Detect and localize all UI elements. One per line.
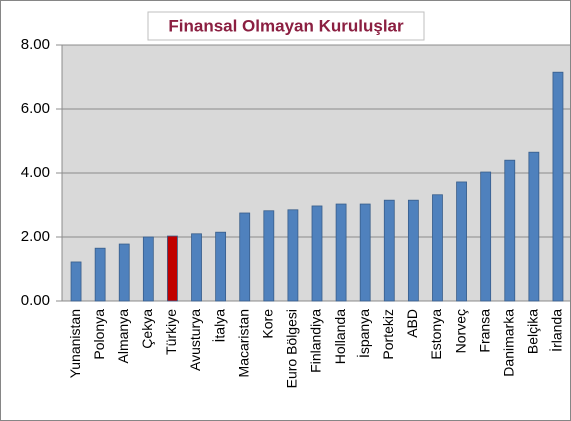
bar — [480, 171, 492, 302]
x-tick-label: İspanya — [355, 309, 372, 358]
x-tick-label: Euro Bölgesi — [284, 309, 300, 388]
x-tick-label: Almanya — [115, 309, 131, 364]
bar — [528, 151, 540, 302]
bar — [263, 210, 275, 302]
x-tick-label: Belçika — [525, 309, 541, 354]
bar — [167, 235, 178, 302]
bar — [359, 203, 371, 302]
x-tick-label: ABD — [404, 309, 420, 338]
bar — [456, 181, 467, 302]
bar — [215, 231, 227, 302]
x-tick-label: Polonya — [91, 309, 107, 360]
bar — [552, 71, 564, 302]
y-tick-label: 6.00 — [21, 100, 50, 117]
bar — [191, 233, 202, 302]
x-tick-label: Portekiz — [380, 309, 396, 360]
x-tick-label: Estonya — [428, 309, 444, 360]
bar — [407, 199, 419, 302]
x-tick-label: Hollanda — [332, 309, 348, 364]
x-tick-label: Avusturya — [187, 309, 203, 371]
x-tick-label: Fransa — [476, 309, 492, 353]
bar — [383, 199, 395, 302]
bar — [432, 194, 443, 302]
y-tick-label: 2.00 — [21, 228, 50, 245]
bar — [311, 205, 323, 302]
x-tick-label: Norveç — [452, 309, 468, 353]
bar — [335, 203, 347, 302]
y-tick-label: 0.00 — [21, 292, 50, 309]
x-tick-label: Finlandiya — [308, 309, 324, 373]
bar — [94, 247, 106, 302]
x-tick-label: Macaristan — [235, 309, 251, 377]
x-tick-label: Türkiye — [163, 309, 179, 355]
x-tick-label: Danimarka — [500, 309, 516, 377]
x-tick-label: Çekya — [139, 309, 155, 349]
bar — [239, 212, 251, 302]
x-tick-label: İtalya — [210, 309, 227, 343]
bar — [118, 243, 130, 302]
chart-title: Finansal Olmayan Kuruluşlar — [168, 16, 404, 35]
x-tick-label: İrlanda — [548, 309, 565, 352]
bar — [504, 159, 516, 302]
title-box — [147, 11, 425, 41]
y-tick-label: 8.00 — [21, 36, 50, 53]
bar — [287, 209, 299, 302]
x-tick-label: Kore — [260, 309, 276, 339]
x-tick-label: Yunanistan — [67, 309, 83, 378]
bar — [70, 261, 82, 302]
bar — [142, 236, 154, 302]
y-tick-label: 4.00 — [21, 164, 50, 181]
